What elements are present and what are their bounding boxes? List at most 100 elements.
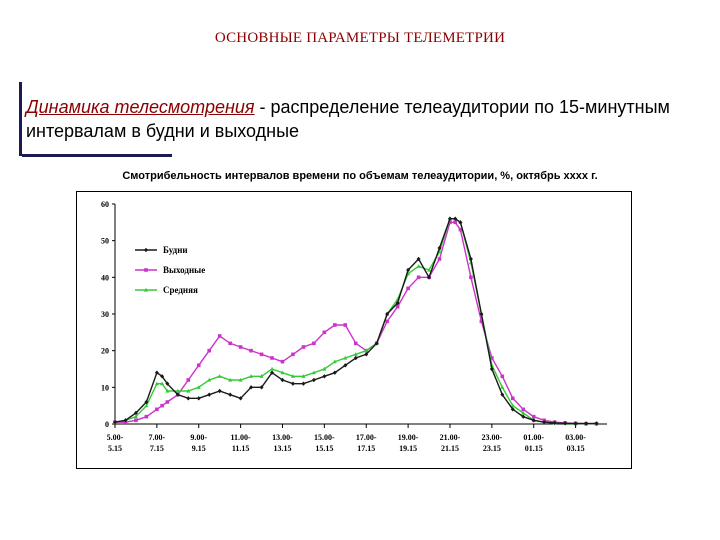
data-point-series-2 bbox=[510, 403, 515, 408]
data-point-series-0 bbox=[332, 370, 337, 375]
data-point-series-1 bbox=[437, 257, 442, 261]
data-point-series-0 bbox=[311, 377, 316, 383]
data-point-series-0 bbox=[160, 374, 165, 379]
page-title: ОСНОВНЫЕ ПАРАМЕТРЫ ТЕЛЕМЕТРИИ bbox=[214, 30, 506, 46]
data-point-series-0 bbox=[144, 399, 149, 405]
data-point-series-2 bbox=[311, 370, 316, 375]
data-point-series-2 bbox=[332, 359, 337, 364]
data-point-series-1 bbox=[217, 334, 222, 338]
data-point-series-0 bbox=[259, 385, 264, 390]
legend-label: Средняя bbox=[163, 285, 198, 295]
data-point-series-1 bbox=[510, 396, 515, 401]
heading-text: - распределение телеаудитории по 15-мину… bbox=[26, 97, 670, 141]
data-point-series-0 bbox=[385, 311, 390, 317]
data-point-series-2 bbox=[500, 385, 505, 389]
data-point-series-1 bbox=[479, 319, 484, 324]
x-tick-label: 17.00- bbox=[356, 433, 377, 442]
data-point-series-0 bbox=[280, 377, 285, 383]
data-point-series-2 bbox=[259, 374, 264, 378]
data-point-series-2 bbox=[207, 377, 212, 382]
data-point-series-1 bbox=[186, 378, 191, 382]
x-tick-label: 21.15 bbox=[441, 444, 459, 453]
data-point-series-1 bbox=[301, 345, 306, 349]
data-point-series-1 bbox=[160, 403, 164, 408]
data-point-series-0 bbox=[479, 311, 484, 317]
line-chart: 0 10 20 30 40 50 60 5.00- 5.15 7.00- 7.15 9.00- 9.15… bbox=[101, 200, 607, 453]
data-point-series-0 bbox=[322, 374, 327, 379]
data-point-series-1 bbox=[500, 374, 505, 379]
data-point-series-1 bbox=[333, 323, 337, 327]
accent-bar-horizontal bbox=[22, 154, 172, 157]
data-point-series-1 bbox=[453, 220, 458, 225]
data-point-series-2 bbox=[427, 267, 432, 272]
data-point-series-1 bbox=[291, 352, 295, 357]
data-point-series-1 bbox=[134, 418, 138, 423]
x-tick-label: 19.15 bbox=[399, 444, 417, 453]
data-point-series-0 bbox=[573, 421, 578, 426]
data-point-series-2 bbox=[322, 366, 327, 371]
x-tick-label: 11.00- bbox=[230, 433, 251, 442]
x-tick-label: 7.00- bbox=[149, 433, 166, 442]
data-point-series-0 bbox=[395, 300, 400, 306]
chart-subtitle: Смотрибельность интервалов времени по об… bbox=[122, 170, 598, 182]
data-point-series-1 bbox=[469, 275, 473, 280]
data-point-series-0 bbox=[500, 392, 505, 397]
data-point-series-2 bbox=[186, 388, 191, 393]
data-point-series-1 bbox=[406, 286, 410, 291]
data-point-series-0 bbox=[416, 256, 421, 262]
data-point-series-2 bbox=[364, 348, 369, 353]
data-point-series-2 bbox=[154, 381, 159, 386]
x-tick-label: 03.00- bbox=[565, 433, 586, 442]
data-point-series-1 bbox=[249, 348, 253, 353]
data-point-series-2 bbox=[416, 264, 421, 268]
data-point-series-1 bbox=[531, 414, 536, 419]
data-point-series-2 bbox=[217, 374, 222, 378]
data-point-series-0 bbox=[468, 256, 473, 262]
legend-marker bbox=[144, 287, 148, 292]
data-point-series-1 bbox=[353, 341, 358, 346]
data-point-series-0 bbox=[343, 363, 348, 368]
data-point-series-0 bbox=[453, 216, 458, 221]
section-heading: Динамика телесмотрения - распределение т… bbox=[26, 95, 706, 143]
data-point-series-1 bbox=[207, 348, 212, 353]
x-tick-label: 23.15 bbox=[483, 444, 501, 453]
data-point-series-2 bbox=[228, 377, 233, 382]
data-point-series-2 bbox=[343, 355, 348, 360]
data-point-series-1 bbox=[312, 341, 316, 346]
data-point-series-1 bbox=[165, 400, 170, 404]
data-point-series-2 bbox=[353, 352, 358, 356]
x-tick-label: 03.15 bbox=[567, 444, 585, 453]
data-point-series-0 bbox=[123, 418, 128, 423]
x-tick-label: 17.15 bbox=[357, 444, 375, 453]
data-point-series-0 bbox=[175, 392, 180, 397]
data-point-series-0 bbox=[489, 366, 494, 372]
data-point-series-1 bbox=[238, 345, 243, 349]
data-point-series-0 bbox=[406, 267, 411, 273]
data-point-series-0 bbox=[301, 381, 306, 386]
accent-bar-vertical bbox=[19, 82, 22, 156]
data-point-series-1 bbox=[228, 341, 232, 346]
data-point-series-0 bbox=[374, 341, 379, 346]
legend-marker bbox=[144, 247, 148, 253]
data-point-series-2 bbox=[301, 374, 306, 378]
data-point-series-2 bbox=[280, 370, 285, 375]
y-tick-label: 20 bbox=[101, 347, 109, 356]
data-point-series-1 bbox=[259, 352, 264, 357]
y-tick-label: 10 bbox=[101, 383, 109, 392]
data-point-series-2 bbox=[165, 388, 170, 393]
x-tick-label: 01.15 bbox=[525, 444, 543, 453]
x-tick-label: 11.15 bbox=[232, 444, 250, 453]
data-point-series-0 bbox=[510, 407, 515, 412]
legend-label: Выходные bbox=[163, 265, 205, 275]
data-point-series-1 bbox=[448, 220, 452, 225]
data-point-series-2 bbox=[270, 366, 275, 371]
data-point-series-1 bbox=[395, 304, 400, 309]
data-point-series-0 bbox=[552, 420, 557, 426]
data-point-series-0 bbox=[427, 275, 432, 280]
x-tick-label: 15.00- bbox=[314, 433, 335, 442]
y-tick-label: 30 bbox=[101, 310, 109, 319]
y-tick-label: 50 bbox=[101, 237, 109, 246]
data-point-series-2 bbox=[249, 374, 254, 378]
x-tick-label: 5.00- bbox=[107, 433, 124, 442]
data-point-series-0 bbox=[196, 396, 201, 401]
